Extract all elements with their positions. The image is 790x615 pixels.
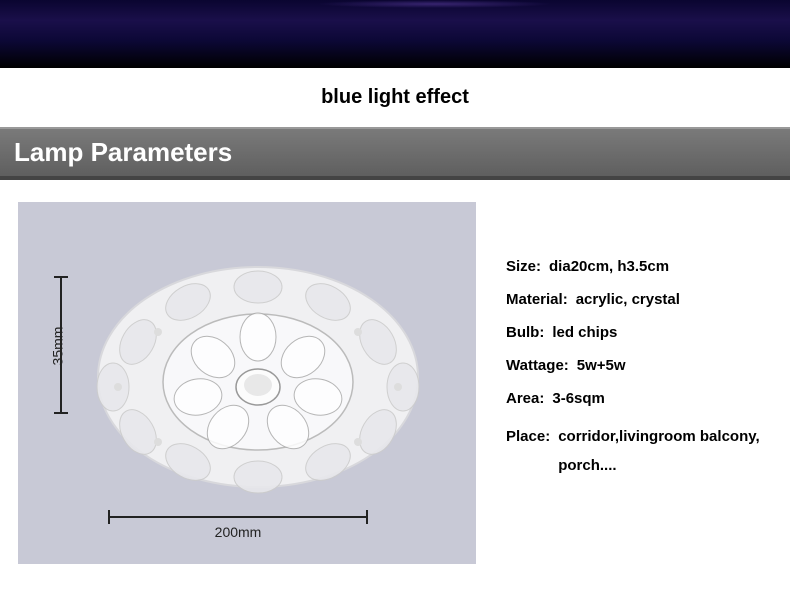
spec-row-place: Place: corridor,livingroom balcony, porc…: [506, 423, 772, 480]
spec-label: Material:: [506, 291, 568, 308]
spec-label: Size:: [506, 258, 541, 275]
spec-row-material: Material: acrylic, crystal: [506, 291, 772, 308]
spec-row-wattage: Wattage: 5w+5w: [506, 357, 772, 374]
spec-value: acrylic, crystal: [576, 291, 680, 308]
section-header: Lamp Parameters: [0, 127, 790, 180]
spec-value: led chips: [552, 324, 617, 341]
spec-label: Area:: [506, 390, 544, 407]
spec-row-size: Size: dia20cm, h3.5cm: [506, 258, 772, 275]
effect-caption: blue light effect: [0, 68, 790, 127]
spec-value: corridor,livingroom balcony, porch....: [558, 423, 772, 480]
spec-row-area: Area: 3-6sqm: [506, 390, 772, 407]
dim-width-label: 200mm: [108, 524, 368, 540]
spec-value: 3-6sqm: [552, 390, 605, 407]
dimension-vertical: 35mm: [60, 276, 62, 414]
spec-value: dia20cm, h3.5cm: [549, 258, 669, 275]
dimension-horizontal: 200mm: [108, 516, 368, 540]
specs-list: Size: dia20cm, h3.5cm Material: acrylic,…: [506, 202, 772, 564]
dim-line-h: [108, 516, 368, 518]
spec-label: Bulb:: [506, 324, 544, 341]
spec-row-bulb: Bulb: led chips: [506, 324, 772, 341]
hero-banner: [0, 0, 790, 68]
spec-label: Place:: [506, 428, 550, 445]
content-area: 35mm 200mm Size: dia20cm, h3.5cm Materia…: [0, 180, 790, 586]
dim-height-label: 35mm: [49, 327, 65, 366]
spec-value: 5w+5w: [577, 357, 626, 374]
spec-label: Wattage:: [506, 357, 569, 374]
lamp-illustration: [18, 202, 476, 564]
product-image: 35mm 200mm: [18, 202, 476, 564]
